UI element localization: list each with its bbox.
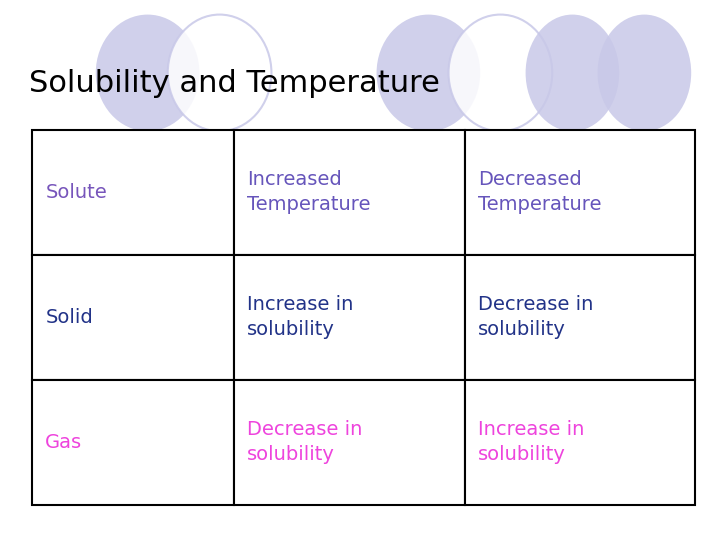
Ellipse shape bbox=[168, 15, 271, 131]
Text: Gas: Gas bbox=[45, 433, 83, 452]
Text: Increased
Temperature: Increased Temperature bbox=[248, 170, 371, 214]
Ellipse shape bbox=[377, 15, 480, 131]
Text: Increase in
solubility: Increase in solubility bbox=[478, 420, 585, 464]
Text: Solid: Solid bbox=[45, 308, 93, 327]
Text: Decrease in
solubility: Decrease in solubility bbox=[248, 420, 363, 464]
Bar bbox=[465, 130, 696, 255]
Text: Decreased
Temperature: Decreased Temperature bbox=[478, 170, 601, 214]
Ellipse shape bbox=[449, 15, 552, 131]
Bar bbox=[235, 130, 465, 255]
Ellipse shape bbox=[598, 15, 691, 131]
Ellipse shape bbox=[526, 15, 619, 131]
Text: Increase in
solubility: Increase in solubility bbox=[248, 295, 354, 339]
Bar bbox=[235, 255, 465, 380]
Text: Decrease in
solubility: Decrease in solubility bbox=[478, 295, 593, 339]
Bar bbox=[32, 380, 235, 505]
Ellipse shape bbox=[96, 15, 199, 131]
Text: Solute: Solute bbox=[45, 183, 107, 201]
Bar bbox=[235, 380, 465, 505]
Bar bbox=[465, 255, 696, 380]
Text: Solubility and Temperature: Solubility and Temperature bbox=[29, 69, 440, 98]
Bar bbox=[32, 255, 235, 380]
Bar bbox=[32, 130, 235, 255]
Bar bbox=[465, 380, 696, 505]
